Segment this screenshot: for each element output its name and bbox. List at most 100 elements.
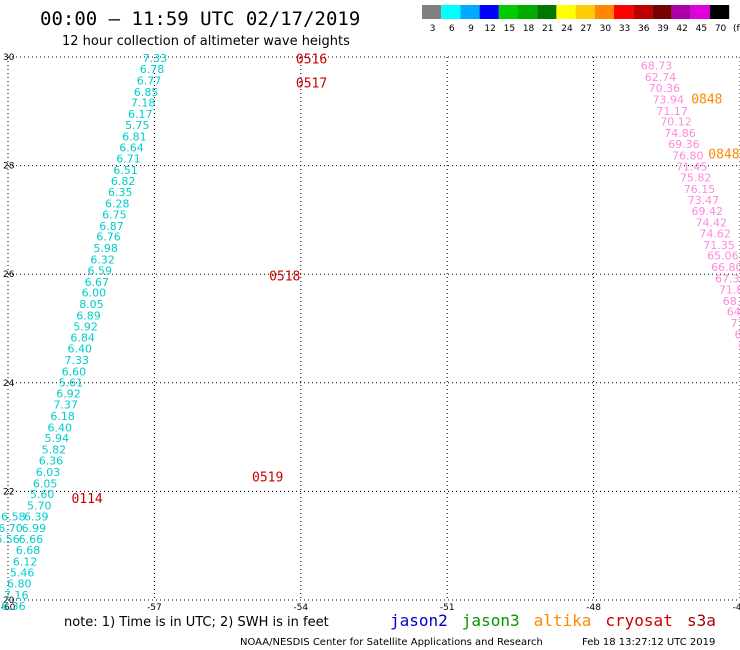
y-tick-label: 30 [3,53,15,63]
swh-value: 6.05 [33,477,58,490]
scale-label: 70 [715,24,727,34]
scale-label: 21 [542,24,553,34]
swh-value: 6.40 [67,343,92,356]
satellite-legend-jason2: jason2 [390,611,448,630]
scale-swatch [498,5,518,19]
generated-timestamp: Feb 18 13:27:12 UTC 2019 [582,637,715,648]
swh-value: 6.67 [85,276,110,289]
swh-value: 5.75 [125,119,150,132]
swh-value: 6.36 [1,600,26,613]
swh-value: 68.73 [641,60,673,73]
swh-value: 75.82 [680,172,712,185]
swh-value: 6.84 [70,332,95,345]
x-tick-label: -45 [733,603,740,613]
swh-value: 7.33 [143,52,168,65]
swh-value: 6.71 [116,153,141,166]
time-label: 0516 [296,53,327,68]
swh-value: 74.86 [664,127,696,140]
scale-label: 42 [676,24,687,34]
swh-value: 6.17 [128,108,153,121]
swh-value: 66.80 [711,261,740,274]
x-tick-label: -54 [293,603,308,613]
scale-label: 24 [561,24,573,34]
scale-label: 18 [523,24,535,34]
y-tick-label: 26 [3,270,15,280]
swh-value: 6.59 [87,264,112,277]
swh-value: 6.00 [82,287,107,300]
swh-value: 7.16 [4,589,29,602]
y-tick-label: 24 [3,379,15,389]
x-tick-label: -57 [147,603,162,613]
swh-value: 6.89 [76,309,101,322]
scale-swatch [518,5,538,19]
scale-label: 15 [504,24,515,34]
scale-label: 9 [468,24,474,34]
scale-label: 27 [580,24,591,34]
swh-value: 6.78 [140,63,165,76]
swh-value: 6.85 [134,86,159,99]
note-text: note: 1) Time is in UTC; 2) SWH is in fe… [64,615,329,630]
y-tick-label: 28 [3,162,15,172]
swh-value: 73.94 [653,93,685,106]
y-tick-label: 22 [3,487,14,497]
swh-value: 71.80 [719,283,740,296]
swh-value: 77.07 [731,317,740,330]
swh-value: 76.80 [672,149,704,162]
chart-title: 00:00 – 11:59 UTC 02/17/2019 [40,8,360,30]
scale-label: 3 [430,24,436,34]
swh-value: 5.70 [27,500,52,513]
swh-value: 70.12 [660,116,692,129]
swh-value: 6.03 [36,466,61,479]
swh-value: 6.80 [7,578,32,591]
swh-value: 70.36 [649,82,681,95]
swh-value: 6.70 [0,522,23,535]
swh-value: 62.74 [645,71,677,84]
plot-grid [7,56,740,601]
swh-value: 7.18 [131,97,156,110]
swh-value: 68.86 [723,295,740,308]
swh-value: 7.37 [53,399,78,412]
scale-label: 6 [449,24,455,34]
swh-value: 6.12 [13,555,38,568]
swh-value: 6.82 [111,175,136,188]
swh-value: 69.36 [668,138,700,151]
swh-value: 5.46 [10,566,35,579]
satellite-legend-s3a: s3a [687,611,716,630]
swh-value: 71.17 [656,105,688,118]
swh-value: 66.36 [734,328,740,341]
swh-value: 6.18 [50,410,75,423]
x-tick-label: -51 [440,603,455,613]
swh-value: 73.47 [688,194,720,207]
swh-value: 6.40 [47,421,72,434]
scale-swatch [690,5,710,19]
scale-swatch [441,5,461,19]
scale-label: (ft) [733,24,740,34]
time-label: 0848 [708,148,739,163]
scale-label: 33 [619,24,630,34]
swh-value: 74.42 [695,217,727,230]
scale-swatch [710,5,730,19]
swh-value: 6.39 [24,510,49,523]
time-label: 0518 [269,269,300,284]
x-tick-label: -48 [586,603,601,613]
swh-value: 6.56 [0,533,20,546]
scale-swatch [556,5,576,19]
swh-value: 66.95 [738,339,740,352]
swh-value: 71.35 [703,239,735,252]
scale-swatch [633,5,653,19]
swh-value: 6.60 [62,365,87,378]
swh-value: 69.42 [692,205,724,218]
swh-value: 65.06 [707,250,739,263]
x-axis-ticks: -60 -57 -54 -51 -48 -45 [1,603,740,613]
scale-swatch [422,5,442,19]
scale-swatch [537,5,557,19]
scale-swatch [460,5,480,19]
satellite-legend-altika: altika [534,611,592,630]
swh-value: 6.81 [122,130,147,143]
satellite-legend-jason3: jason3 [462,611,520,630]
time-label: 0114 [71,492,102,507]
swh-value: 5.92 [73,320,98,333]
scale-label: 36 [638,24,650,34]
